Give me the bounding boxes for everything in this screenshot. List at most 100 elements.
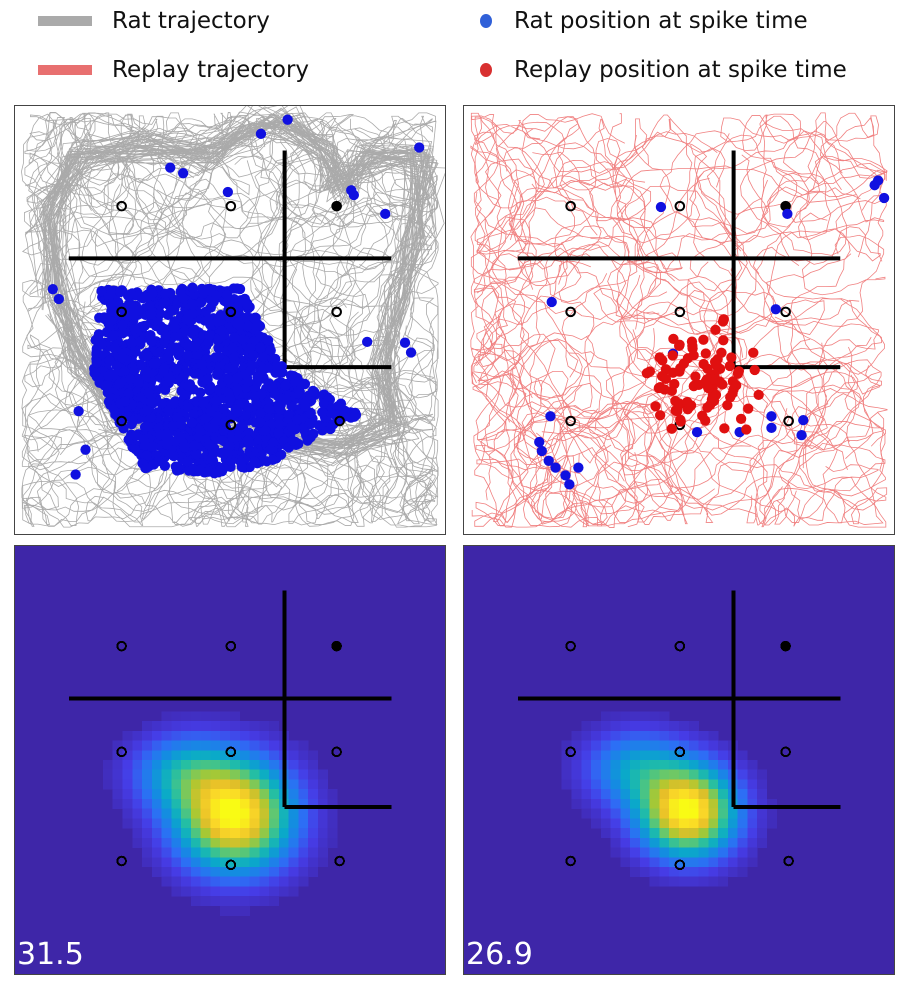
trajectory-path bbox=[474, 117, 596, 465]
heatmap-cell bbox=[708, 730, 719, 741]
heatmap-cell bbox=[200, 808, 211, 819]
heatmap-cell bbox=[161, 876, 172, 887]
heatmap-cell bbox=[249, 798, 260, 809]
heatmap-cell bbox=[639, 847, 650, 858]
heatmap-cell bbox=[317, 808, 328, 819]
heatmap-cell bbox=[151, 721, 162, 732]
heatmap-cell bbox=[317, 798, 328, 809]
rat-spike-point bbox=[171, 363, 182, 375]
replay-spike-point bbox=[666, 423, 677, 434]
heatmap-cell bbox=[142, 837, 153, 848]
heatmap-cell bbox=[190, 837, 201, 848]
heatmap-cell bbox=[298, 857, 309, 868]
heatmap-cell bbox=[679, 740, 689, 751]
heatmap-cell bbox=[220, 867, 231, 877]
rat-spike-point bbox=[256, 388, 267, 400]
heatmap-cell bbox=[278, 876, 289, 887]
rat-spike-point bbox=[169, 322, 180, 334]
heatmap-cell bbox=[747, 808, 758, 819]
heatmap-cell bbox=[161, 808, 172, 819]
rat-spike-point bbox=[282, 114, 293, 125]
heatmap-cell bbox=[679, 808, 689, 819]
heatmap-cell bbox=[718, 808, 729, 819]
rat-spike-point bbox=[167, 305, 178, 316]
heatmap-cell bbox=[649, 857, 660, 868]
rat-spike-point bbox=[160, 288, 171, 299]
heatmap-cell bbox=[610, 769, 621, 780]
heatmap-cell bbox=[610, 721, 621, 732]
rat-spike-point bbox=[236, 461, 247, 472]
heatmap-cell bbox=[298, 876, 309, 887]
heatmap-cell bbox=[151, 798, 162, 809]
heatmap-cell bbox=[249, 808, 260, 819]
heatmap-cell bbox=[766, 808, 777, 819]
heatmap-cell bbox=[679, 730, 689, 741]
rat-spike-point bbox=[242, 320, 254, 332]
heatmap-cell bbox=[288, 779, 299, 790]
heatmap-cell bbox=[190, 711, 201, 722]
heatmap-cell bbox=[142, 721, 153, 732]
rat-spike-point bbox=[125, 374, 136, 385]
heatmap-cell bbox=[230, 847, 240, 858]
rat-spike-point bbox=[573, 462, 584, 473]
heatmap-cell bbox=[239, 740, 250, 751]
rat-spike-point bbox=[128, 309, 139, 320]
heatmap-cell bbox=[269, 886, 280, 897]
heatmap-cell bbox=[288, 769, 299, 780]
rat-spike-point bbox=[183, 340, 194, 352]
heatmap-cell bbox=[669, 779, 680, 790]
heatmap-cell bbox=[249, 896, 260, 907]
heatmap-cell bbox=[239, 896, 250, 907]
trajectory-path bbox=[560, 119, 670, 294]
heatmap-cell bbox=[230, 789, 240, 800]
heatmap-cell bbox=[561, 779, 572, 790]
heatmap-cell bbox=[151, 750, 162, 761]
replay-spike-point bbox=[667, 350, 678, 361]
heatmap-cell bbox=[288, 760, 299, 770]
rat-spike-point bbox=[129, 323, 140, 335]
heatmap-cell bbox=[210, 711, 221, 722]
heatmap-cell bbox=[161, 789, 172, 800]
heatmap-cell bbox=[669, 760, 680, 770]
rat-spike-point bbox=[245, 365, 256, 376]
heatmap-cell bbox=[727, 867, 738, 877]
heatmap-cell bbox=[161, 798, 172, 809]
heatmap-cell bbox=[132, 837, 143, 848]
heatmap-cell bbox=[591, 818, 602, 829]
heatmap-cell bbox=[610, 847, 621, 858]
heatmap-cell bbox=[190, 886, 201, 897]
rat-spike-point bbox=[318, 398, 330, 409]
heatmap-cell bbox=[571, 798, 582, 809]
heatmap-cell bbox=[278, 837, 289, 848]
heatmap-cell bbox=[600, 808, 611, 819]
heatmap-cell bbox=[630, 740, 641, 751]
heatmap-cell bbox=[630, 721, 641, 732]
heatmap-cell bbox=[679, 789, 689, 800]
rat-spike-point bbox=[177, 168, 189, 179]
heatmap-cell bbox=[171, 818, 182, 829]
heatmap-cell bbox=[659, 857, 670, 868]
heatmap-cell bbox=[298, 750, 309, 761]
rat-spike-point bbox=[158, 298, 169, 309]
heatmap-cell bbox=[161, 867, 172, 877]
heatmap-cell bbox=[220, 847, 231, 858]
rat-spike-point bbox=[230, 404, 241, 415]
heatmap-cell bbox=[610, 760, 621, 770]
heatmap-cell bbox=[298, 818, 309, 829]
rat-spike-point bbox=[196, 283, 208, 295]
heatmap-cell bbox=[132, 769, 143, 780]
heatmap-cell bbox=[220, 740, 231, 751]
heatmap-cell bbox=[757, 789, 768, 800]
trajectory-path bbox=[721, 116, 887, 261]
heatmap-cell bbox=[210, 828, 221, 839]
heatmap-cell bbox=[600, 711, 611, 722]
rat-spike-point bbox=[534, 436, 545, 448]
heatmap-cell bbox=[747, 847, 758, 858]
rat-spike-point bbox=[126, 337, 137, 348]
heatmap-cell bbox=[181, 750, 192, 761]
heatmap-cell bbox=[630, 828, 641, 839]
rat-spike-point bbox=[104, 355, 115, 366]
rat-spike-point bbox=[80, 444, 91, 455]
heatmap-cell bbox=[220, 750, 231, 761]
heatmap-cell bbox=[298, 769, 309, 780]
